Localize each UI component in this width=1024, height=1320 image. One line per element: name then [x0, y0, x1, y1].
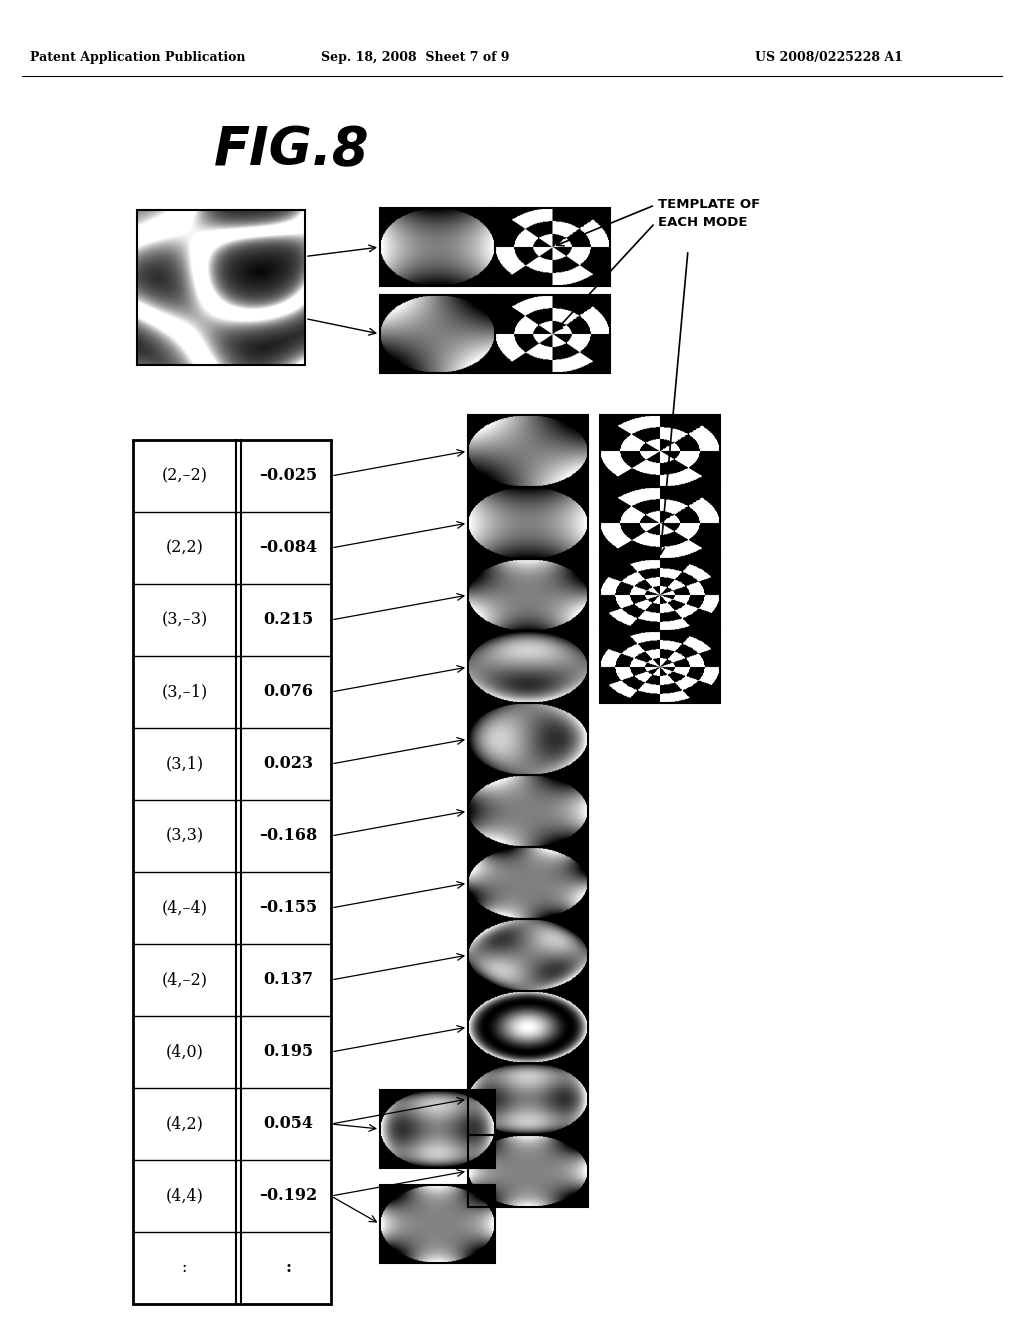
Text: (4,–4): (4,–4): [162, 899, 208, 916]
Text: –0.168: –0.168: [259, 828, 317, 845]
Text: (4,2): (4,2): [166, 1115, 204, 1133]
Text: (3,1): (3,1): [166, 755, 204, 772]
Bar: [600, 631, 720, 704]
Bar: [468, 558, 588, 631]
Bar: [137, 210, 305, 366]
Bar: [380, 1185, 495, 1263]
Text: (3,–1): (3,–1): [162, 684, 208, 701]
Text: (3,3): (3,3): [166, 828, 204, 845]
Text: (2,2): (2,2): [166, 540, 204, 557]
Text: TEMPLATE OF
EACH MODE: TEMPLATE OF EACH MODE: [658, 198, 760, 228]
Text: 0.076: 0.076: [263, 684, 313, 701]
Bar: [495, 294, 610, 374]
Text: US 2008/0225228 A1: US 2008/0225228 A1: [755, 51, 903, 65]
Text: (3,–3): (3,–3): [162, 611, 208, 628]
Text: –0.084: –0.084: [259, 540, 317, 557]
Bar: [468, 775, 588, 847]
Bar: [468, 487, 588, 558]
Text: 0.195: 0.195: [263, 1044, 313, 1060]
Text: –0.155: –0.155: [259, 899, 317, 916]
Text: :: :: [182, 1259, 187, 1276]
Bar: [600, 487, 720, 558]
Bar: [468, 991, 588, 1063]
Text: 0.054: 0.054: [263, 1115, 313, 1133]
Bar: [468, 631, 588, 704]
Text: (4,4): (4,4): [166, 1188, 204, 1204]
Text: –0.025: –0.025: [259, 467, 317, 484]
Bar: [468, 1063, 588, 1135]
Bar: [468, 1135, 588, 1206]
Text: –0.192: –0.192: [259, 1188, 317, 1204]
Text: Patent Application Publication: Patent Application Publication: [30, 51, 246, 65]
Text: (4,–2): (4,–2): [162, 972, 208, 989]
Bar: [133, 440, 331, 1304]
Bar: [600, 414, 720, 487]
Text: :: :: [286, 1259, 292, 1276]
Text: Sep. 18, 2008  Sheet 7 of 9: Sep. 18, 2008 Sheet 7 of 9: [321, 51, 509, 65]
Bar: [468, 414, 588, 487]
Bar: [495, 209, 610, 286]
Text: (2,–2): (2,–2): [162, 467, 208, 484]
Bar: [600, 558, 720, 631]
Text: 0.215: 0.215: [263, 611, 313, 628]
Bar: [133, 440, 331, 1304]
Bar: [380, 1090, 495, 1168]
Bar: [468, 847, 588, 919]
Text: 0.023: 0.023: [263, 755, 313, 772]
Text: (4,0): (4,0): [166, 1044, 204, 1060]
Bar: [468, 919, 588, 991]
Bar: [380, 209, 495, 286]
Text: 0.137: 0.137: [263, 972, 313, 989]
Bar: [380, 294, 495, 374]
Text: FIG.8: FIG.8: [214, 124, 370, 176]
Bar: [468, 704, 588, 775]
